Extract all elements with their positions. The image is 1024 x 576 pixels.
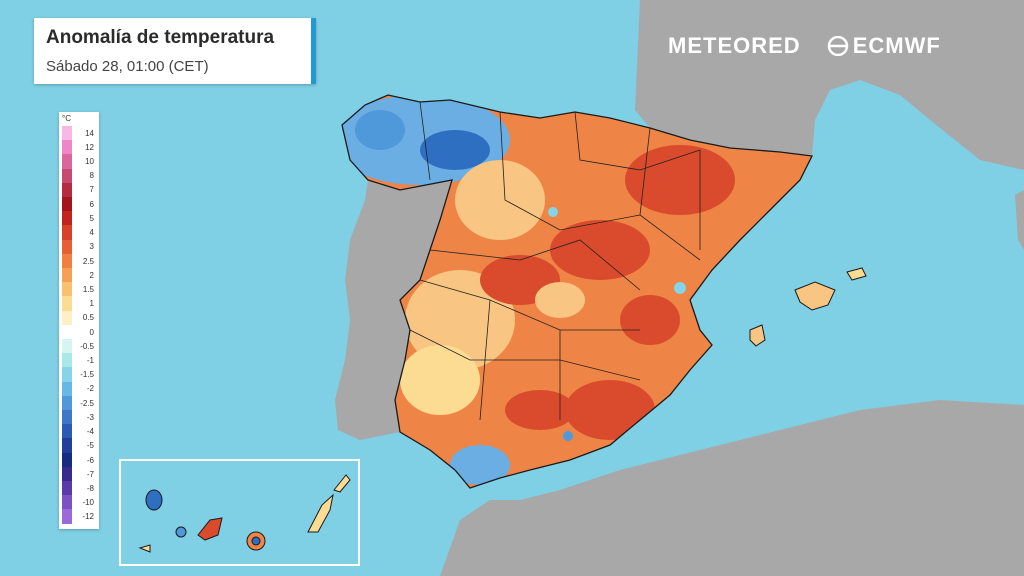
legend-label: -1.5 bbox=[80, 370, 94, 380]
meteored-logo: METEORED bbox=[668, 33, 801, 58]
legend-swatch bbox=[62, 168, 72, 183]
legend-label: -7 bbox=[86, 469, 94, 479]
legend-swatch bbox=[62, 253, 72, 269]
legend-label: -10 bbox=[82, 498, 94, 508]
legend-label: -12 bbox=[82, 512, 94, 522]
legend-label: -1 bbox=[86, 356, 94, 366]
canary-islands bbox=[138, 474, 351, 553]
legend-swatch bbox=[62, 395, 72, 411]
legend-swatch bbox=[62, 154, 72, 169]
legend-label: 5 bbox=[89, 213, 94, 223]
legend-swatch bbox=[62, 410, 72, 425]
legend-swatch bbox=[62, 140, 72, 155]
legend-swatch bbox=[62, 282, 72, 297]
branding: METEORED ECMWF bbox=[668, 32, 941, 60]
legend-swatch bbox=[62, 509, 72, 524]
legend-label: 2 bbox=[89, 270, 94, 280]
balearic-islands bbox=[749, 267, 867, 347]
legend-label: -3 bbox=[86, 412, 94, 422]
legend-label: 1 bbox=[89, 299, 94, 309]
legend-label: 12 bbox=[85, 142, 94, 152]
legend-swatch bbox=[62, 268, 72, 283]
legend-label: -5 bbox=[86, 441, 94, 451]
legend-label: 1.5 bbox=[82, 284, 94, 294]
legend-label: 10 bbox=[85, 157, 94, 167]
ecmwf-logo: ECMWF bbox=[823, 33, 941, 59]
legend-label: 2.5 bbox=[82, 256, 94, 266]
title-box: Anomalía de temperatura Sábado 28, 01:00… bbox=[34, 18, 316, 84]
legend-swatch bbox=[62, 225, 72, 240]
legend-label: -6 bbox=[86, 455, 94, 465]
legend-label: -4 bbox=[86, 427, 94, 437]
legend-swatch bbox=[62, 126, 72, 141]
legend-swatch bbox=[62, 466, 72, 482]
map-title: Anomalía de temperatura bbox=[46, 27, 275, 48]
legend-label: 4 bbox=[89, 228, 94, 238]
legend-swatch bbox=[62, 197, 72, 212]
legend-swatch bbox=[62, 353, 72, 368]
legend-label: 7 bbox=[89, 185, 94, 195]
legend-label: -0.5 bbox=[80, 341, 94, 351]
legend: °C 14 12 10 8 7 6 5 4 3 2.5 2 1.5 1 0.5 0 -0.5 -1 -1.5 -2 -… bbox=[59, 112, 99, 529]
legend-label: 8 bbox=[89, 171, 94, 181]
legend-label: 0 bbox=[89, 327, 94, 337]
legend-swatch bbox=[62, 310, 72, 325]
legend-label: -8 bbox=[86, 483, 94, 493]
surrounding-land bbox=[335, 0, 1024, 576]
map-subtitle: Sábado 28, 01:00 (CET) bbox=[46, 58, 209, 75]
legend-swatch bbox=[62, 367, 72, 382]
legend-label: -2.5 bbox=[80, 398, 94, 408]
legend-swatch bbox=[62, 481, 72, 496]
legend-label: 3 bbox=[89, 242, 94, 252]
legend-swatch bbox=[62, 495, 72, 510]
legend-color-bar bbox=[62, 126, 72, 524]
ecmwf-icon bbox=[827, 36, 848, 56]
legend-swatch bbox=[62, 381, 72, 396]
legend-swatch bbox=[62, 324, 72, 340]
legend-unit: °C bbox=[62, 114, 71, 123]
legend-swatch bbox=[62, 239, 72, 254]
legend-swatch bbox=[62, 211, 72, 226]
ecmwf-text: ECMWF bbox=[852, 33, 941, 58]
legend-label: -2 bbox=[86, 384, 94, 394]
spain-border bbox=[341, 94, 813, 489]
legend-swatch bbox=[62, 339, 72, 354]
region-borders bbox=[409, 101, 701, 421]
legend-swatch bbox=[62, 452, 72, 467]
legend-swatch bbox=[62, 182, 72, 198]
canary-inset-frame bbox=[119, 459, 360, 566]
title-accent bbox=[311, 18, 316, 84]
legend-label: 14 bbox=[85, 128, 94, 138]
legend-label: 0.5 bbox=[82, 313, 94, 323]
spain-anomaly bbox=[342, 95, 812, 488]
legend-swatch bbox=[62, 296, 72, 311]
legend-swatch bbox=[62, 438, 72, 453]
legend-swatch bbox=[62, 424, 72, 439]
legend-label: 6 bbox=[89, 199, 94, 209]
